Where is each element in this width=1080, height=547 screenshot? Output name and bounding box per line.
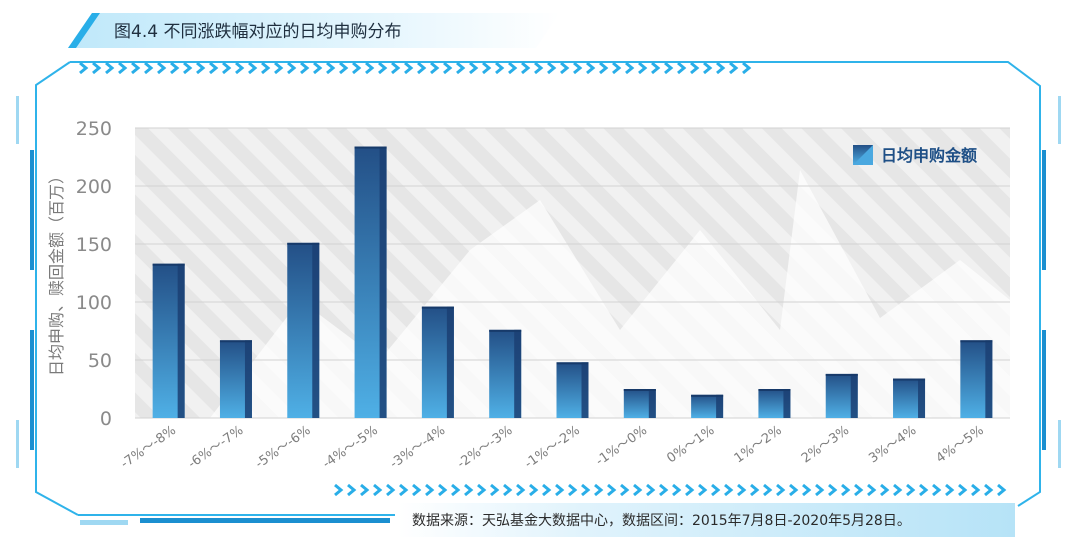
bar (623, 389, 656, 418)
x-tick-label: -7%～-8% (118, 423, 179, 472)
chevron-strip-top (79, 61, 752, 75)
x-tick-label: 0%～1% (664, 423, 717, 466)
legend-label: 日均申购金额 (881, 146, 977, 165)
chevron-strip-bottom (334, 483, 1007, 497)
x-tick-label: 1%～2% (732, 423, 785, 466)
bar (152, 263, 185, 418)
y-tick-label: 100 (76, 292, 112, 314)
y-axis-label: 日均申购、赎回金额（百万） (47, 168, 66, 376)
bar (758, 389, 791, 418)
bar (691, 394, 724, 418)
x-tick-label: -1%～-2% (522, 423, 583, 472)
bar (287, 242, 320, 418)
source-banner: 数据来源：天弘基金大数据中心，数据区间：2015年7月8日-2020年5月28日… (398, 503, 1015, 537)
background-watermark (210, 170, 1010, 418)
x-tick-label: -5%～-6% (253, 423, 314, 472)
bar (960, 340, 993, 418)
title-banner: 图4.4 不同涨跌幅对应的日均申购分布 (68, 13, 560, 48)
bar (489, 329, 522, 418)
grid-lines (135, 127, 1010, 419)
y-tick-label: 0 (100, 408, 112, 430)
x-tick-label: -3%～-4% (387, 423, 448, 472)
chart-title: 图4.4 不同涨跌幅对应的日均申购分布 (114, 22, 401, 42)
y-tick-label: 50 (88, 350, 112, 372)
legend: 日均申购金额 (853, 145, 977, 165)
bar (556, 362, 589, 418)
bar (421, 306, 454, 418)
x-tick-label: -4%～-5% (320, 423, 381, 472)
x-tick-label: 4%～5% (934, 423, 987, 466)
x-tick-label: -1%～0% (593, 423, 650, 469)
y-tick-label: 250 (76, 118, 112, 140)
bar-series (152, 146, 993, 418)
x-tick-label: 2%～3% (799, 423, 852, 466)
data-source: 数据来源：天弘基金大数据中心，数据区间：2015年7月8日-2020年5月28日… (412, 512, 911, 529)
bar (825, 373, 858, 418)
y-axis-ticks: 0 50 100 150 200 250 (76, 118, 112, 430)
bar (893, 378, 926, 418)
bar (354, 146, 387, 418)
bar (219, 340, 252, 418)
x-tick-label: 3%～4% (866, 423, 919, 466)
x-tick-label: -6%～-7% (186, 423, 247, 472)
x-axis-labels: -7%～-8% -6%～-7% -5%～-6% -4%～-5% -3%～-4% -2%～-… (118, 423, 986, 472)
x-tick-label: -2%～-3% (455, 423, 516, 472)
y-tick-label: 150 (76, 234, 112, 256)
chart-frame (16, 61, 1061, 525)
y-tick-label: 200 (76, 176, 112, 198)
